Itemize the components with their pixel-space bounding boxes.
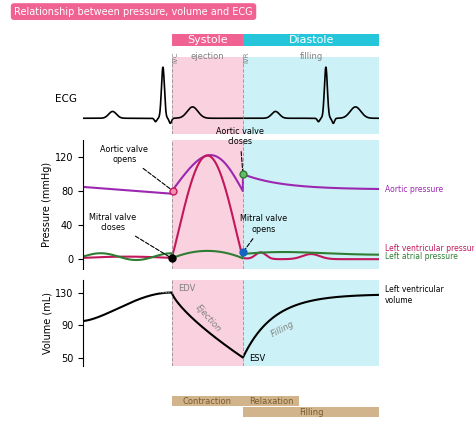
Y-axis label: Volume (mL): Volume (mL) <box>42 292 52 354</box>
Text: Diastole: Diastole <box>288 35 334 45</box>
Text: Mitral valve
closes: Mitral valve closes <box>89 212 169 257</box>
Text: Filling: Filling <box>270 320 296 339</box>
Text: Ejection: Ejection <box>194 303 223 334</box>
Text: IVC: IVC <box>173 52 179 63</box>
Text: Left ventricular
volume: Left ventricular volume <box>385 285 444 304</box>
Text: Relaxation: Relaxation <box>249 397 293 406</box>
Text: IVR: IVR <box>244 52 250 63</box>
Text: Left ventricular pressure: Left ventricular pressure <box>385 244 474 254</box>
Text: Relationship between pressure, volume and ECG: Relationship between pressure, volume an… <box>14 7 253 17</box>
Text: Left atrial pressure: Left atrial pressure <box>385 252 458 261</box>
Text: Aortic valve
opens: Aortic valve opens <box>100 145 171 190</box>
Text: filling: filling <box>300 52 323 61</box>
Bar <box>243 140 379 269</box>
Text: Aortic valve
closes: Aortic valve closes <box>216 127 264 171</box>
Bar <box>172 280 243 366</box>
Text: Filling: Filling <box>299 408 323 417</box>
Bar <box>243 57 379 134</box>
Text: ECG: ECG <box>55 94 77 104</box>
Text: ESV: ESV <box>249 354 265 363</box>
Text: Systole: Systole <box>187 35 228 45</box>
Text: Contraction: Contraction <box>183 397 232 406</box>
Text: EDV: EDV <box>178 284 195 293</box>
Text: Aortic pressure: Aortic pressure <box>385 184 443 194</box>
Text: ejection: ejection <box>191 52 224 61</box>
Bar <box>172 140 243 269</box>
Y-axis label: Pressure (mmHg): Pressure (mmHg) <box>42 162 52 247</box>
Text: Mitral valve
opens: Mitral valve opens <box>240 214 287 250</box>
Bar <box>243 280 379 366</box>
Bar <box>172 57 243 134</box>
